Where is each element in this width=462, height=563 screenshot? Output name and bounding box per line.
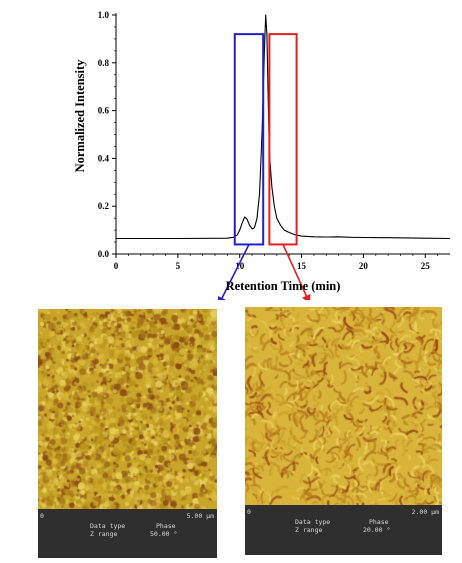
afm-scan-size-left: 5.00 µm <box>186 512 214 520</box>
y-tick-label: 0.4 <box>98 153 110 163</box>
y-tick-label: 0.6 <box>98 106 110 116</box>
arrow-blue <box>220 244 250 300</box>
highlight-box-red <box>268 33 298 246</box>
arrow-red-head <box>302 293 311 300</box>
x-tick-label: 20 <box>359 261 369 271</box>
afm-panel-left: 0 5.00 µm Data type Phase Z range 50.00 … <box>38 309 217 558</box>
afm-footer-left: 0 5.00 µm Data type Phase Z range 50.00 … <box>38 509 217 558</box>
afm-data-type-label-left: Data type <box>90 522 126 530</box>
afm-data-type-value-left: Phase <box>156 522 176 530</box>
chart-arrows <box>218 244 311 300</box>
afm-origin-right: 0 <box>247 508 251 516</box>
arrow-blue-head <box>218 295 227 300</box>
chart-ticks: 0 5 10 15 20 25 0.0 0.2 0.4 0.6 0.8 1.0 <box>98 10 438 271</box>
chromatogram-chart: 0 5 10 15 20 25 0.0 0.2 0.4 0.6 0.8 1.0 Retention T… <box>73 10 451 300</box>
afm-z-range-value-right: 20.00 ° <box>363 526 391 534</box>
afm-scan-size-right: 2.00 µm <box>411 508 439 516</box>
afm-z-range-label-right: Z range <box>295 526 323 534</box>
y-axis-title: Normalized Intensity <box>73 59 87 173</box>
x-axis-title: Retention Time (min) <box>226 279 341 293</box>
y-tick-label: 1.0 <box>98 10 110 20</box>
highlight-box-blue <box>233 33 265 246</box>
afm-phase-image-right <box>245 307 442 505</box>
series-line <box>116 14 451 240</box>
x-tick-label: 15 <box>297 261 307 271</box>
afm-origin-left: 0 <box>40 512 44 520</box>
y-tick-label: 0.8 <box>98 58 110 68</box>
x-tick-label: 0 <box>114 261 119 271</box>
afm-z-range-value-left: 50.00 ° <box>150 530 178 538</box>
y-tick-label: 0.2 <box>98 201 110 211</box>
chart-series <box>116 14 451 240</box>
chart-highlight-boxes <box>233 33 298 246</box>
afm-z-range-label-left: Z range <box>90 530 118 538</box>
arrow-red <box>282 244 310 300</box>
afm-panel-right: 0 2.00 µm Data type Phase Z range 20.00 … <box>245 307 442 555</box>
x-tick-label: 10 <box>235 261 245 271</box>
x-tick-label: 25 <box>421 261 431 271</box>
x-tick-label: 5 <box>176 261 181 271</box>
afm-phase-image-left <box>38 309 217 509</box>
afm-footer-right: 0 2.00 µm Data type Phase Z range 20.00 … <box>245 505 442 555</box>
afm-data-type-value-right: Phase <box>369 518 389 526</box>
y-tick-label: 0.0 <box>98 249 110 259</box>
afm-data-type-label-right: Data type <box>295 518 331 526</box>
chart-axes <box>115 13 450 255</box>
